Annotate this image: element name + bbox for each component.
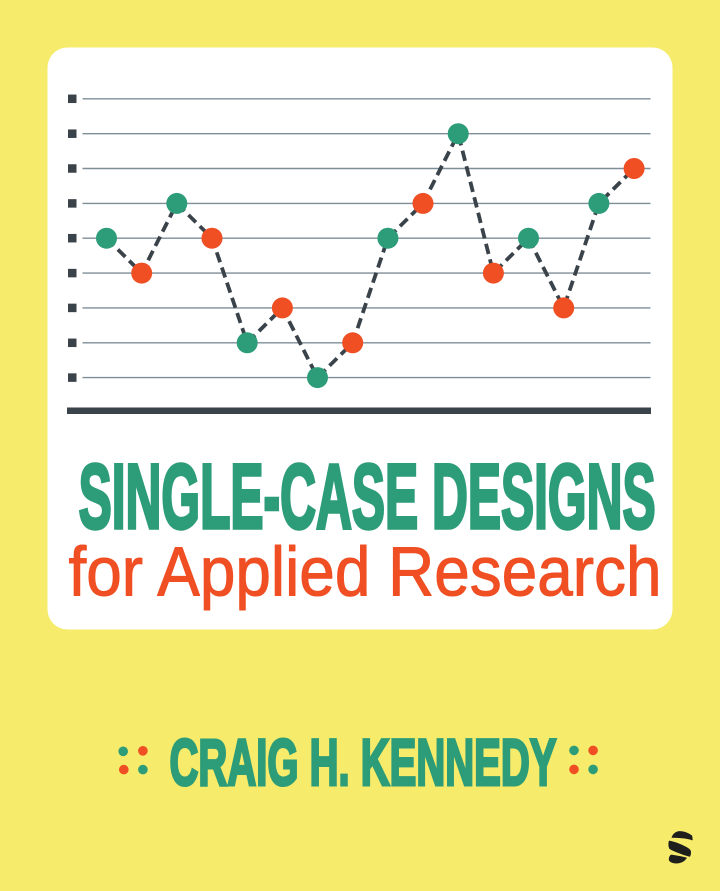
svg-text:SINGLE-CASE DESIGNS: SINGLE-CASE DESIGNS — [79, 446, 656, 548]
svg-text:for Applied Research: for Applied Research — [69, 533, 662, 611]
svg-text:CRAIG H. KENNEDY: CRAIG H. KENNEDY — [170, 725, 557, 799]
